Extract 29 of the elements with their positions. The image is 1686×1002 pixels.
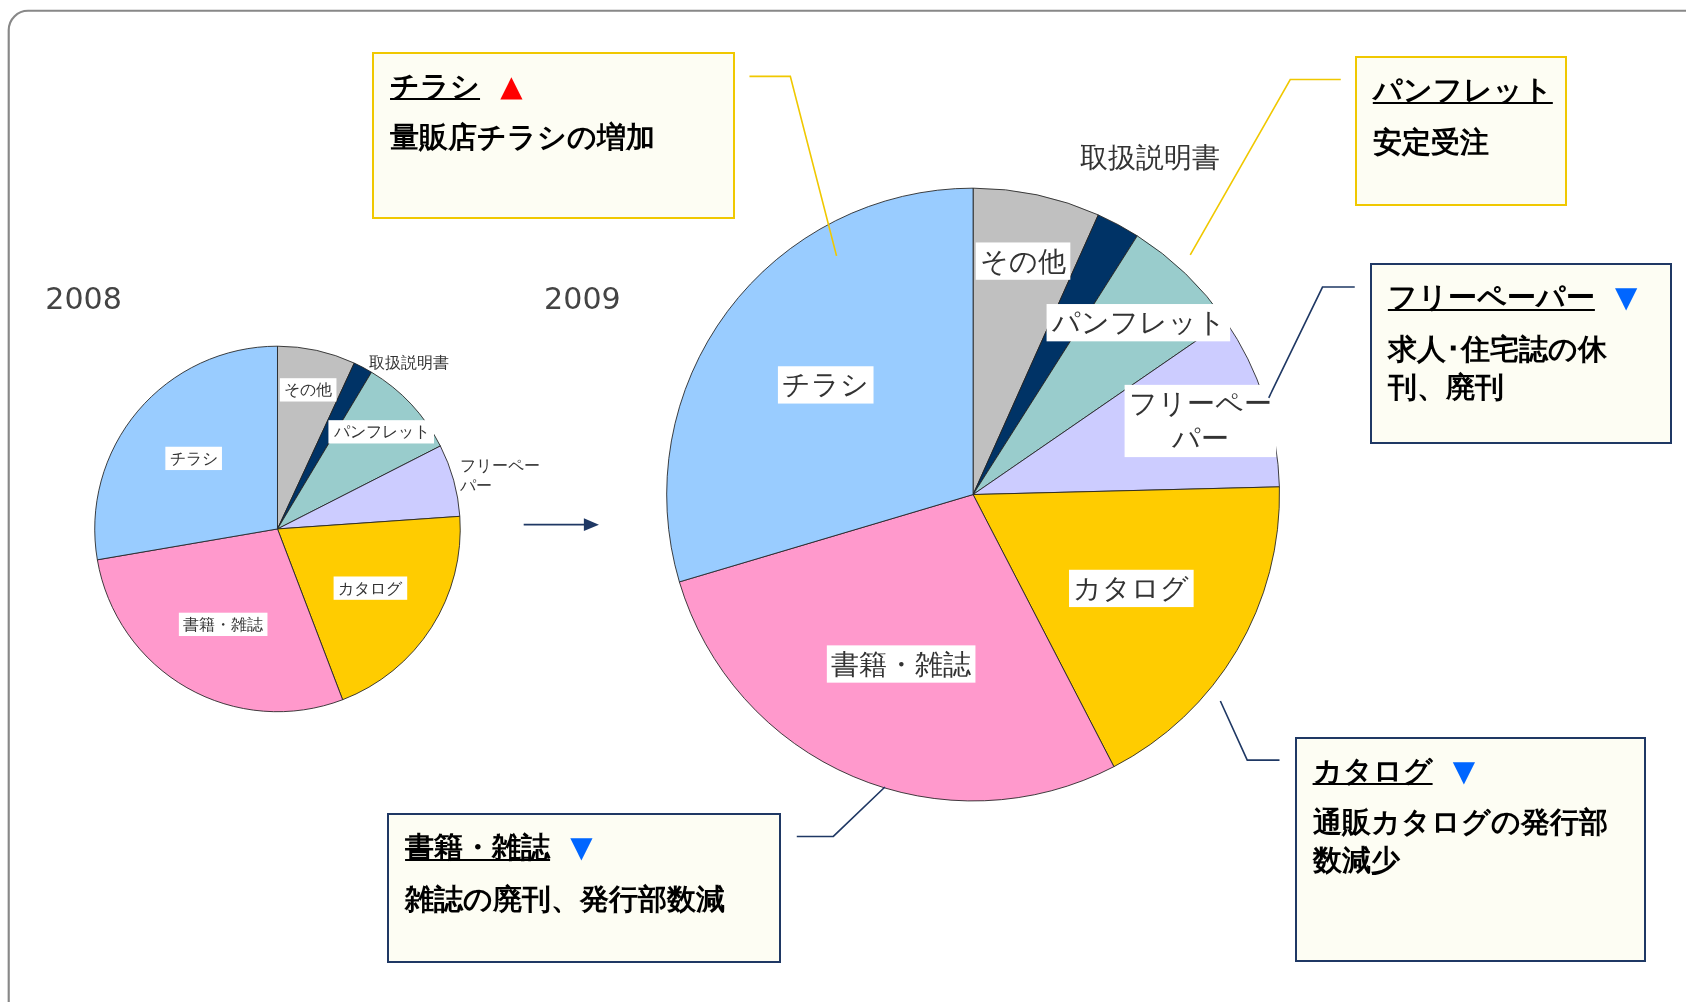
slice-label: パンフレット	[332, 422, 430, 442]
text: 量販店チラシの増加	[390, 119, 657, 157]
slice-label: チラシ	[169, 448, 218, 468]
slice-label: 書籍・雑誌	[831, 647, 972, 681]
slice-label: フリーペーパー	[1387, 280, 1595, 315]
text: 求人･住宅誌の休刊、廃刊	[1387, 331, 1608, 406]
slice-label: パンフレット	[1372, 72, 1553, 107]
slice-label: カタログ	[337, 578, 403, 598]
text: 安定受注	[1372, 123, 1490, 161]
slice-label: 書籍・雑誌	[405, 829, 551, 864]
text: ▼	[1452, 753, 1476, 788]
text: ▼	[570, 829, 593, 864]
text: ▼	[1615, 280, 1638, 315]
text: チラシ ▲	[390, 68, 523, 103]
slice-label: 書籍・雑誌	[183, 614, 264, 634]
chart-title: 2008	[45, 280, 122, 316]
slice-label: カタログ	[1312, 753, 1433, 788]
slice-label: カタログ	[1073, 571, 1190, 605]
slice-label: その他	[284, 380, 333, 400]
slice-label: フリーペーパー	[459, 455, 541, 496]
slice-label: 取扱説明書	[1080, 140, 1221, 174]
slice-label: パンフレット	[1050, 306, 1226, 340]
text: 通販カタログの発行部数減少	[1312, 804, 1609, 879]
slice-label: フリーペーパー	[1128, 387, 1272, 455]
text: 雑誌の廃刊、発行部数減	[405, 880, 727, 918]
text: 2009	[544, 280, 621, 316]
slice-label: その他	[980, 244, 1067, 278]
slice-label: チラシ	[782, 368, 870, 402]
slice-label: 取扱説明書	[369, 353, 450, 373]
